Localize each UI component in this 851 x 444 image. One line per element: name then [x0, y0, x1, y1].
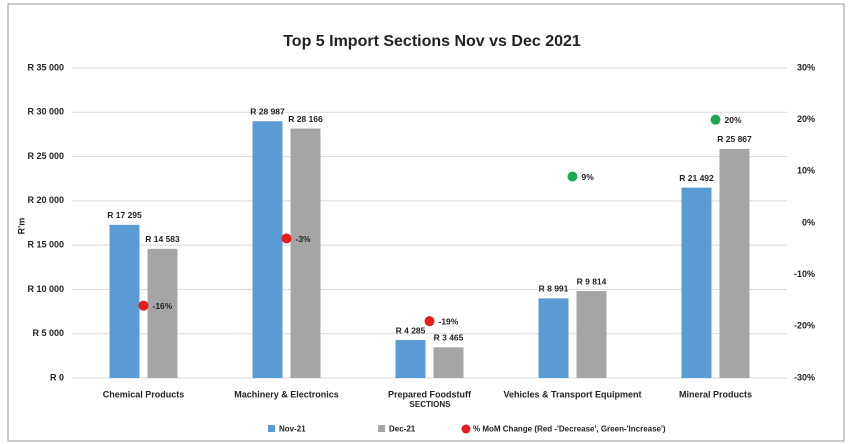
bar [395, 340, 426, 378]
mom-point [567, 171, 578, 182]
mom-point [138, 300, 149, 311]
bar-value-label: R 25 867 [717, 134, 752, 144]
bar [109, 224, 140, 378]
y-tick-label: R 35 000 [27, 62, 64, 72]
bar-value-label: R 14 583 [145, 234, 180, 244]
bar [252, 121, 283, 379]
bar-value-label: R 9 814 [577, 276, 607, 286]
y-tick-label: R 30 000 [27, 107, 64, 117]
x-tick-label: Mineral Products [679, 389, 752, 399]
bar [538, 298, 569, 378]
legend-swatch [268, 425, 275, 432]
bar [576, 291, 607, 378]
y2-tick-label: -10% [794, 269, 815, 279]
mom-value-label: 20% [725, 115, 742, 125]
mom-point [424, 316, 435, 327]
mom-value-label: -19% [439, 316, 459, 326]
mom-value-label: -3% [296, 234, 312, 244]
bar-value-label: R 17 295 [107, 210, 142, 220]
legend-swatch [461, 424, 471, 434]
legend-label: Nov-21 [279, 425, 306, 434]
x-tick-label: Chemical Products [103, 389, 185, 399]
bar-value-label: R 4 285 [396, 325, 426, 335]
bar [433, 347, 464, 378]
y-axis-label: R'm [16, 218, 26, 235]
x-tick-label: Vehicles & Transport Equipment [503, 389, 641, 399]
mom-value-label: 9% [582, 172, 595, 182]
bar [290, 128, 321, 378]
y-tick-label: R 5 000 [32, 328, 64, 338]
chart-title: Top 5 Import Sections Nov vs Dec 2021 [283, 33, 581, 50]
y2-tick-label: 20% [797, 114, 815, 124]
bar [681, 187, 712, 378]
mom-value-label: -16% [153, 301, 173, 311]
y-tick-label: R 20 000 [27, 195, 64, 205]
legend-label: Dec-21 [389, 425, 416, 434]
bar-value-label: R 8 991 [539, 284, 569, 294]
mom-point [710, 114, 721, 125]
x-tick-label: Machinery & Electronics [234, 389, 339, 399]
y-tick-label: R 0 [50, 372, 64, 382]
y2-tick-label: 0% [802, 217, 815, 227]
legend-swatch [378, 425, 385, 432]
bar-value-label: R 21 492 [679, 173, 714, 183]
x-axis-label: SECTIONS [410, 400, 452, 409]
y-tick-label: R 10 000 [27, 284, 64, 294]
bar-value-label: R 28 987 [250, 107, 285, 117]
x-tick-label: Prepared Foodstuff [388, 389, 472, 399]
bar [147, 248, 178, 378]
mom-point [281, 233, 292, 244]
y2-tick-label: 10% [797, 166, 815, 176]
y2-tick-label: -30% [794, 372, 815, 382]
bar [719, 148, 750, 378]
y2-tick-label: -20% [794, 321, 815, 331]
legend-label: % MoM Change (Red -'Decrease', Green-'In… [473, 425, 666, 434]
y-tick-label: R 15 000 [27, 240, 64, 250]
y2-tick-label: 30% [797, 62, 815, 72]
y-tick-label: R 25 000 [27, 151, 64, 161]
bar-value-label: R 28 166 [288, 114, 323, 124]
bar-value-label: R 3 465 [434, 333, 464, 343]
